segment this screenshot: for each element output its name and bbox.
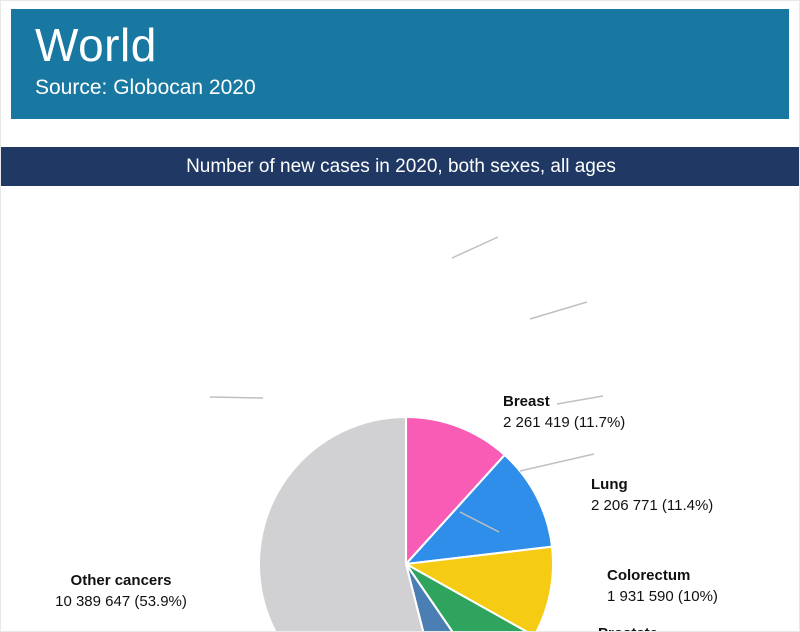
slice-value: 1 931 590 (10%) bbox=[607, 588, 718, 605]
page-source: Source: Globocan 2020 bbox=[35, 75, 256, 99]
pie-slice-breast bbox=[404, 415, 506, 566]
slice-name: Lung bbox=[591, 476, 628, 493]
slice-value: 2 261 419 (11.7%) bbox=[503, 414, 626, 431]
pie-chart-svg bbox=[257, 415, 555, 631]
slice-label-breast: Breast 2 261 419 (11.7%) bbox=[503, 391, 625, 433]
header: World Source: Globocan 2020 bbox=[11, 9, 789, 119]
slice-value: 10 389 647 (53.9%) bbox=[55, 593, 187, 610]
leader-line-other bbox=[209, 396, 264, 399]
pie-chart bbox=[256, 414, 556, 631]
leader-line-breast bbox=[451, 236, 499, 259]
slice-name: Breast bbox=[503, 393, 550, 410]
subtitle-text: Number of new cases in 2020, both sexes,… bbox=[186, 155, 616, 177]
slice-name: Prostate bbox=[598, 623, 713, 631]
page-title: World bbox=[35, 19, 157, 71]
slice-name: Other cancers bbox=[70, 572, 172, 589]
leader-line-lung bbox=[529, 301, 588, 320]
slice-name: Colorectum bbox=[607, 567, 691, 584]
pie-slice-colorectum bbox=[404, 545, 555, 631]
slice-label-colorectum: Colorectum 1 931 590 (10%) bbox=[607, 565, 718, 607]
slice-label-other-cancers: Other cancers 10 389 647 (53.9%) bbox=[19, 570, 223, 612]
pie-slice-lung bbox=[404, 453, 554, 566]
pie-slice-other-cancers bbox=[257, 415, 425, 631]
slice-label-lung: Lung 2 206 771 (11.4%) bbox=[591, 474, 713, 516]
slice-label-prostate: Prostate 1 414 259 (7.3%) bbox=[598, 623, 713, 631]
subtitle-banner: Number of new cases in 2020, both sexes,… bbox=[1, 147, 799, 186]
pie-slice-stomach bbox=[404, 562, 454, 631]
chart-area: Breast 2 261 419 (11.7%) Lung 2 206 771 … bbox=[1, 186, 799, 631]
slice-value: 2 206 771 (11.4%) bbox=[591, 497, 714, 514]
